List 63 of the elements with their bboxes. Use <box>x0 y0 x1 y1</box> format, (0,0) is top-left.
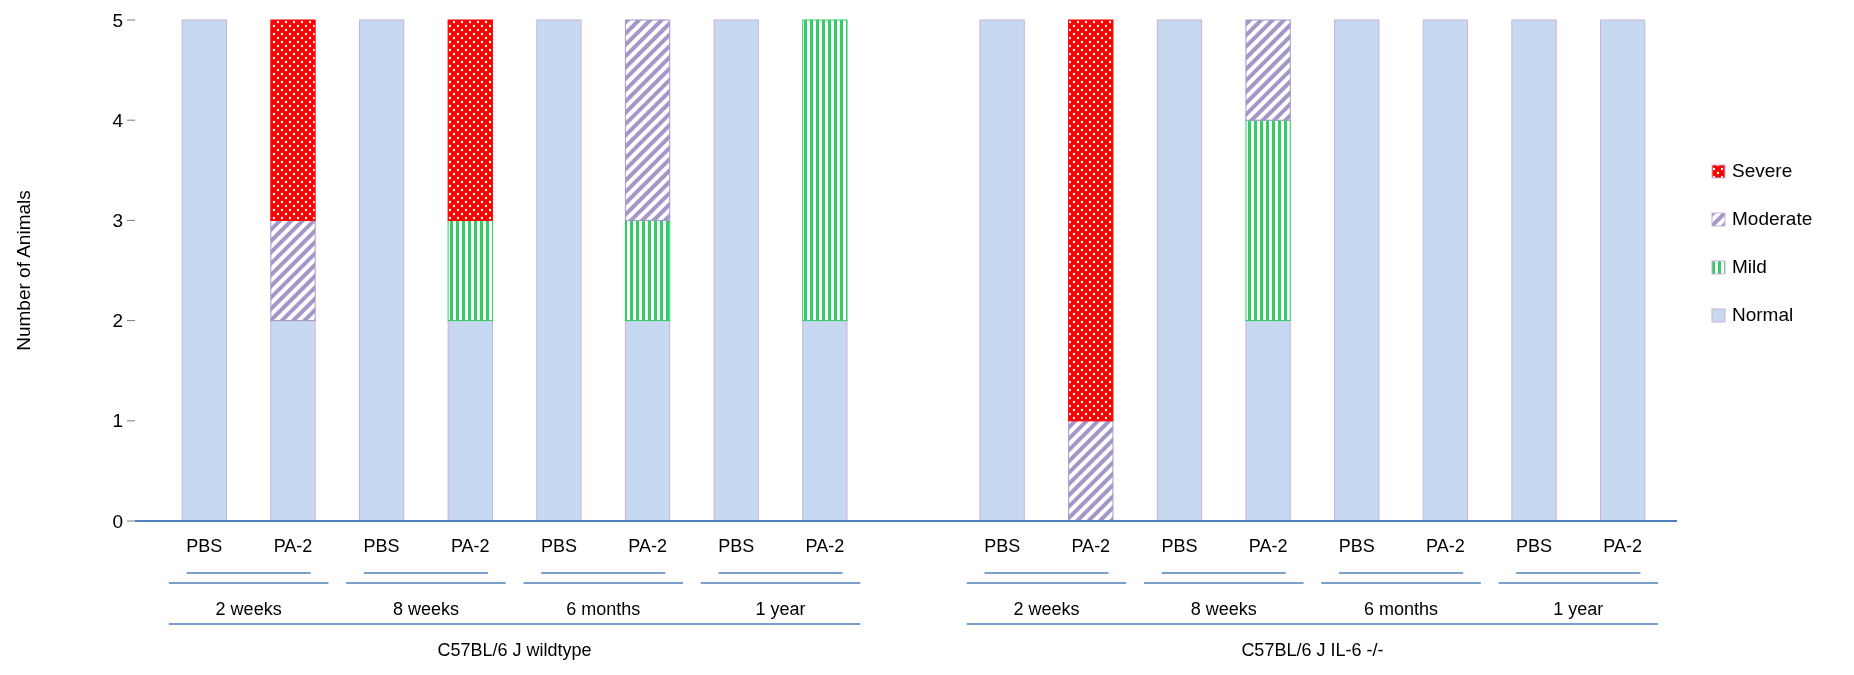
bar <box>802 320 848 522</box>
bar <box>270 19 316 221</box>
bar <box>1600 19 1646 522</box>
bar <box>358 19 405 522</box>
bar <box>447 320 493 522</box>
x-tick-label: PA-2 <box>1248 535 1288 556</box>
text: 8 weeks <box>1190 599 1257 619</box>
x-tick-label: PA-2 <box>1071 535 1111 556</box>
text: 2 weeks <box>1013 599 1080 619</box>
bar <box>270 320 316 522</box>
bar <box>181 19 227 522</box>
y-tick-label: 1 <box>112 410 123 432</box>
bar <box>1068 420 1114 522</box>
x-tick-label: PA-2 <box>1426 535 1465 556</box>
y-tick-label: 2 <box>112 310 123 332</box>
text: 1 year <box>1553 599 1604 619</box>
bar <box>624 219 671 322</box>
text: C57BL/6 J wildtype <box>437 640 592 660</box>
bar <box>1245 320 1291 522</box>
x-tick-label: PA-2 <box>450 535 490 556</box>
bar <box>536 19 582 522</box>
x-tick-label: PBS <box>540 535 577 556</box>
x-tick-label: PA-2 <box>805 535 845 556</box>
legend-label: Moderate <box>1732 208 1813 229</box>
bar <box>1511 19 1557 522</box>
text: 6 months <box>566 599 641 619</box>
x-tick-label: PA-2 <box>1603 535 1643 556</box>
y-axis-title: Number of Animals <box>13 190 34 351</box>
y-tick-label: 5 <box>112 9 123 31</box>
x-tick-label: PBS <box>1516 535 1553 556</box>
bar <box>447 219 493 322</box>
x-tick-label: PBS <box>186 535 223 556</box>
legend-label: Normal <box>1732 304 1794 325</box>
x-tick-label: PBS <box>363 535 400 556</box>
y-tick-label: 0 <box>112 510 123 532</box>
x-tick-label: PBS <box>718 535 755 556</box>
y-tick-label: 3 <box>112 209 123 231</box>
x-tick-label: PA-2 <box>273 535 313 556</box>
bar <box>624 19 671 221</box>
bar <box>802 19 848 322</box>
legend-label: Severe <box>1732 160 1793 181</box>
bar <box>1068 19 1114 422</box>
y-tick-label: 4 <box>112 109 124 131</box>
bar <box>1245 119 1291 322</box>
x-tick-label: PBS <box>1161 535 1198 556</box>
text: C57BL/6 J IL-6 -/- <box>1241 640 1384 660</box>
text: 8 weeks <box>392 599 459 619</box>
bar <box>713 19 759 522</box>
bar <box>1334 19 1380 522</box>
bar <box>979 19 1025 522</box>
text: 2 weeks <box>215 599 282 619</box>
bar <box>1245 19 1291 121</box>
x-tick-label: PBS <box>984 535 1021 556</box>
x-tick-label: PA-2 <box>628 535 667 556</box>
text: 6 months <box>1364 599 1439 619</box>
text: 1 year <box>755 599 806 619</box>
bar <box>1156 19 1203 522</box>
bar <box>270 219 316 322</box>
x-tick-label: PBS <box>1338 535 1375 556</box>
legend-label: Mild <box>1732 256 1767 277</box>
bar <box>447 19 493 221</box>
bar <box>624 320 671 522</box>
bar <box>1422 19 1469 522</box>
